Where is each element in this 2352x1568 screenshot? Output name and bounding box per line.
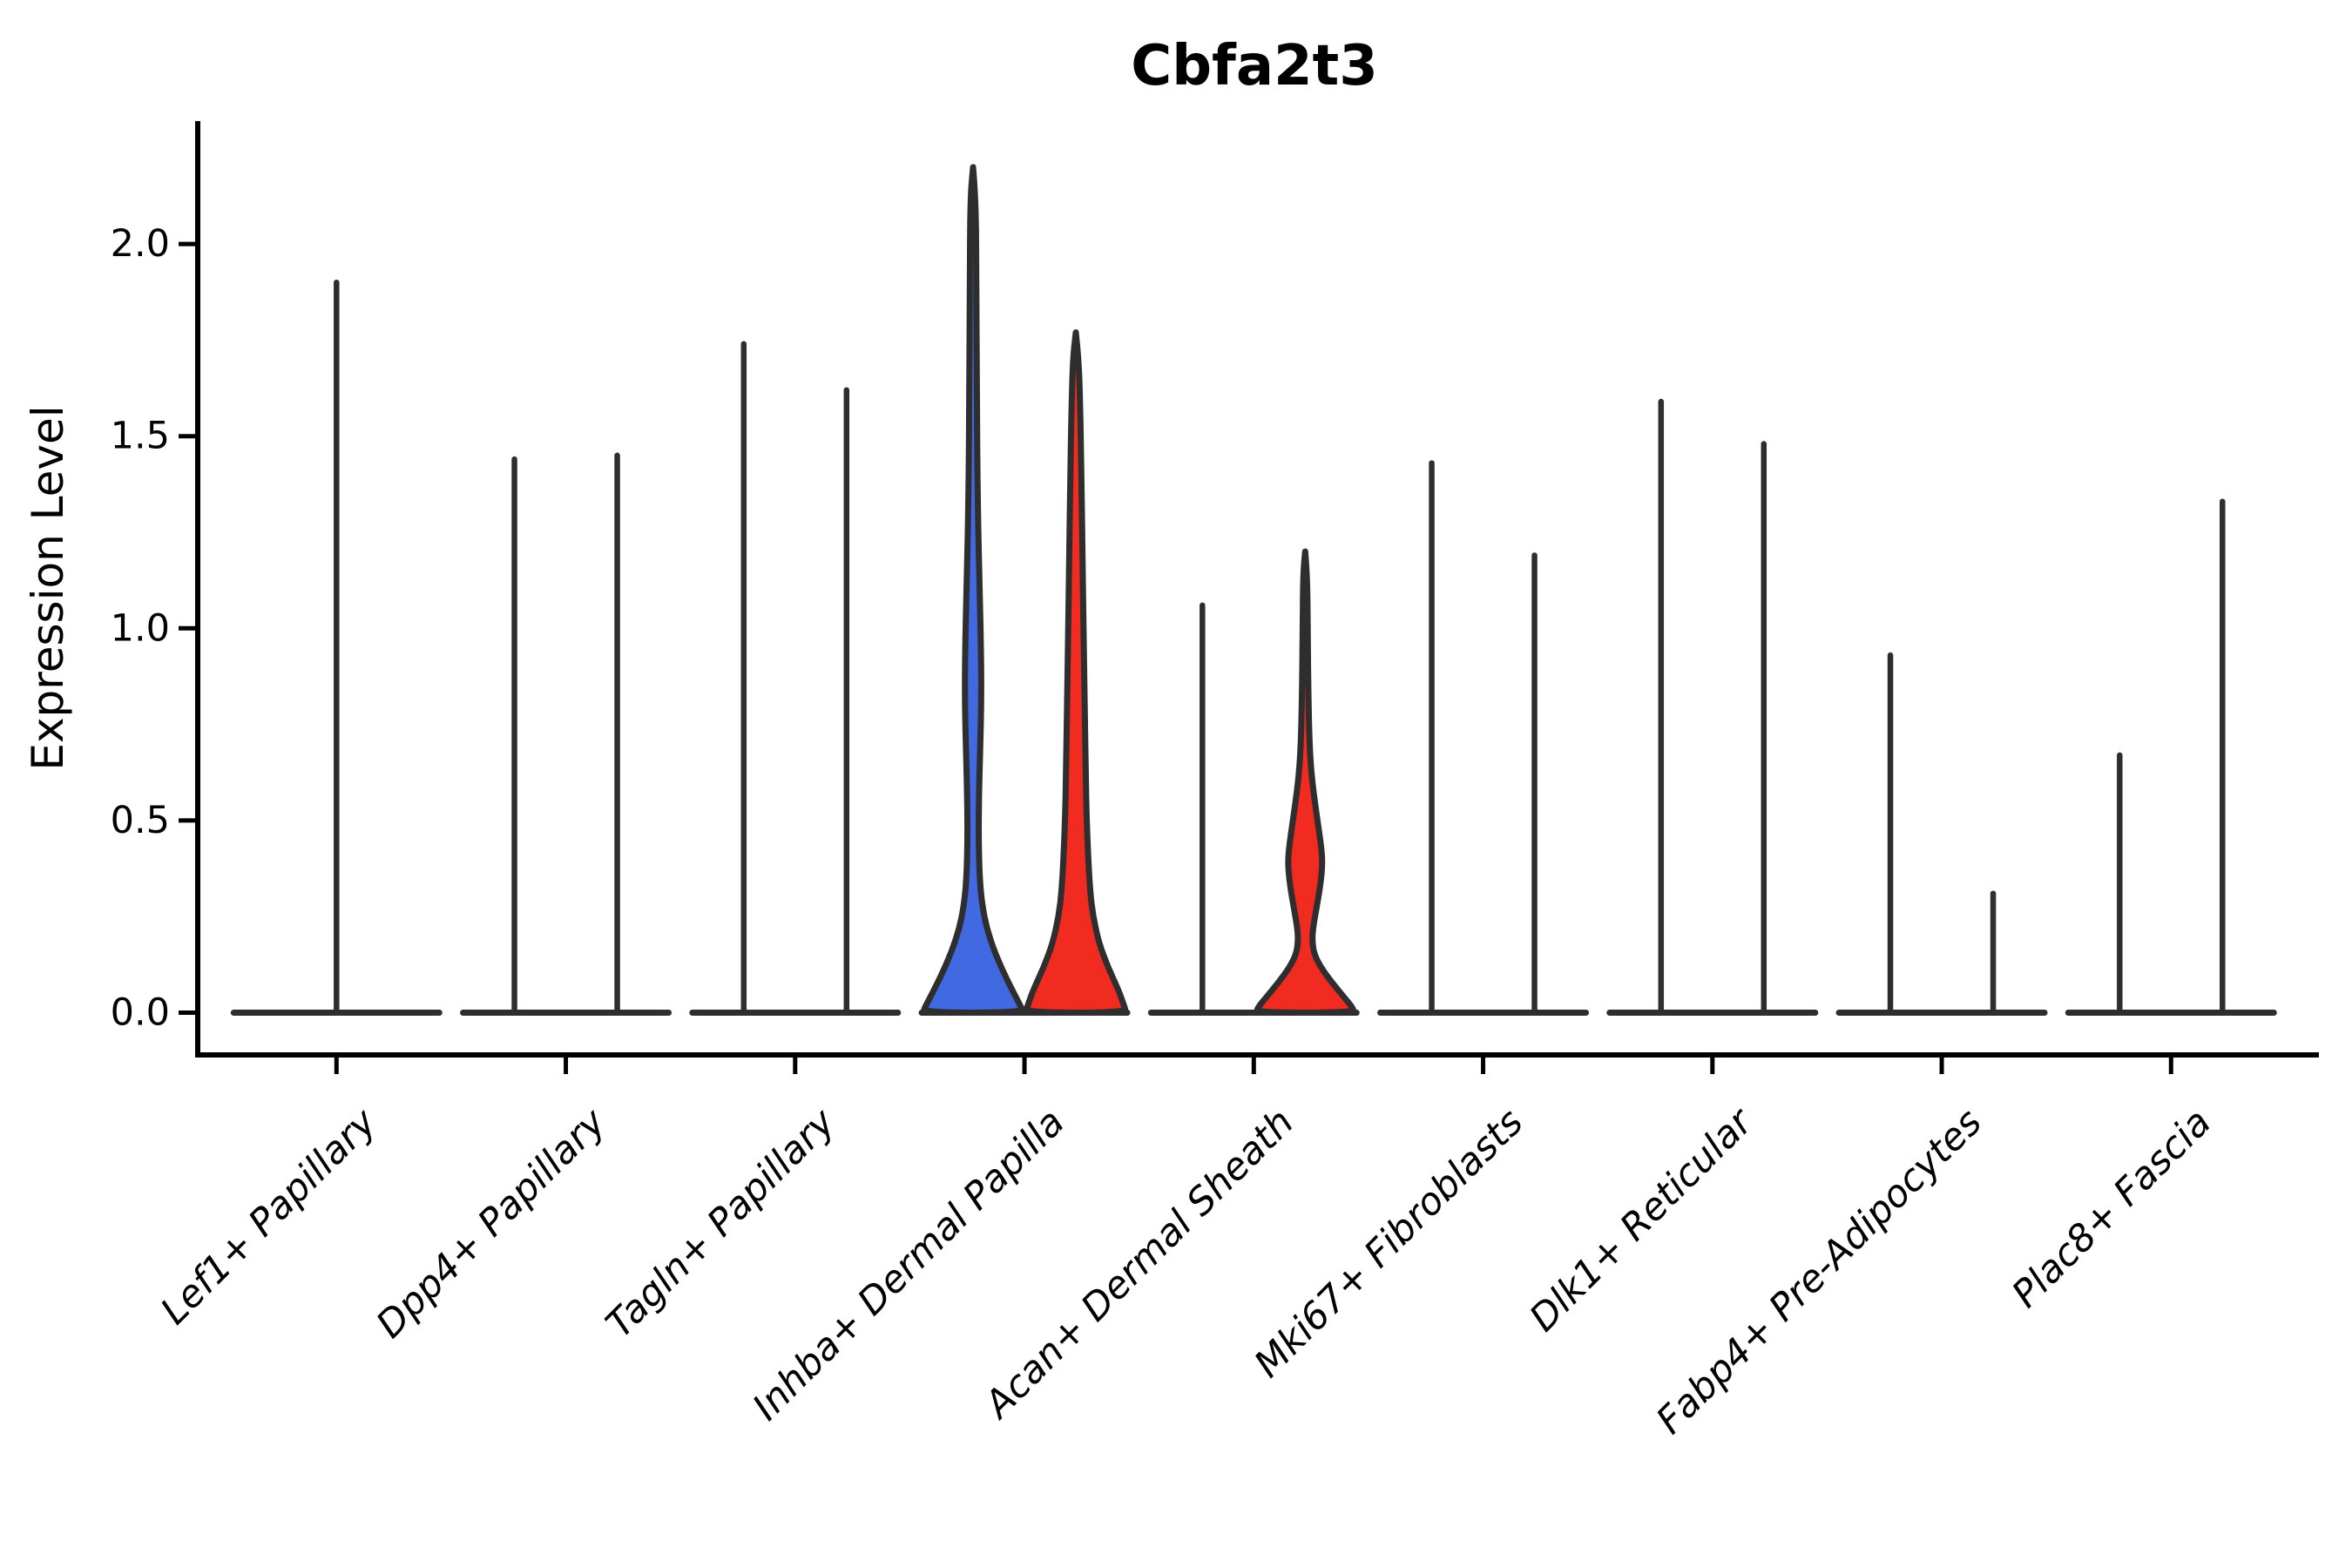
violin-layer bbox=[230, 164, 2277, 1016]
axis-spines bbox=[195, 121, 2319, 1058]
y-axis-ticks: 0.0 0.5 1.0 1.5 2.0 bbox=[111, 222, 198, 1035]
violin-body bbox=[921, 164, 1025, 1016]
violin-body bbox=[1023, 329, 1129, 1016]
y-tick-label: 1.0 bbox=[111, 606, 170, 650]
y-tick-label: 0.5 bbox=[111, 799, 170, 842]
chart-title: Cbfa2t3 bbox=[1131, 34, 1377, 98]
y-tick-label: 0.0 bbox=[111, 991, 170, 1035]
violin-body bbox=[1254, 548, 1356, 1016]
y-tick-label: 2.0 bbox=[111, 222, 170, 266]
y-tick-label: 1.5 bbox=[111, 415, 170, 458]
y-axis-label: Expression Level bbox=[23, 405, 73, 770]
